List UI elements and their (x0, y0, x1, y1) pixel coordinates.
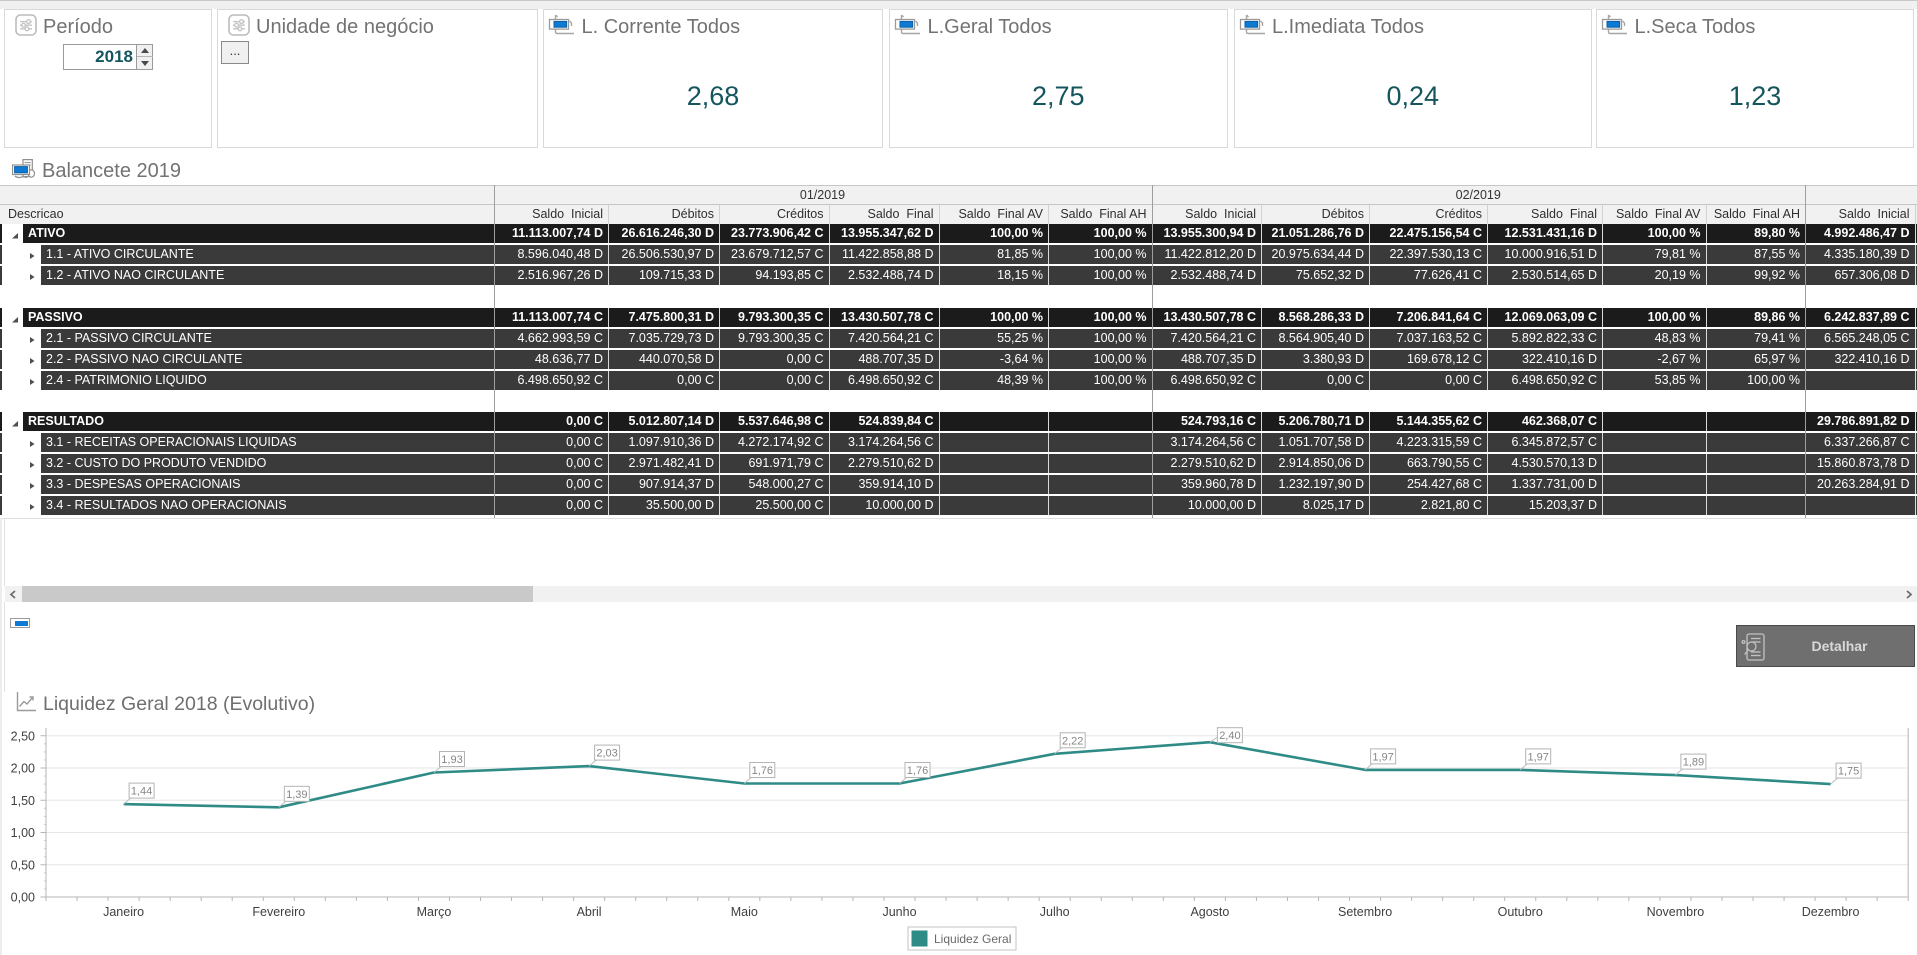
svg-text:0,00: 0,00 (11, 891, 35, 905)
svg-text:1,76: 1,76 (907, 765, 928, 777)
svg-text:1,97: 1,97 (1527, 751, 1548, 763)
svg-text:Janeiro: Janeiro (103, 905, 144, 919)
svg-text:1,39: 1,39 (286, 789, 307, 801)
svg-text:1,44: 1,44 (131, 786, 152, 798)
svg-text:2,00: 2,00 (11, 762, 35, 776)
svg-text:Março: Março (417, 905, 452, 919)
svg-text:Julho: Julho (1040, 905, 1070, 919)
svg-text:2,22: 2,22 (1062, 735, 1083, 747)
svg-text:Dezembro: Dezembro (1802, 905, 1860, 919)
svg-text:2,03: 2,03 (596, 748, 617, 760)
svg-text:1,75: 1,75 (1838, 766, 1859, 778)
svg-text:Agosto: Agosto (1190, 905, 1229, 919)
svg-text:Setembro: Setembro (1338, 905, 1392, 919)
svg-text:1,50: 1,50 (11, 794, 35, 808)
svg-text:1,93: 1,93 (441, 754, 462, 766)
svg-text:Fevereiro: Fevereiro (252, 905, 305, 919)
svg-text:Novembro: Novembro (1647, 905, 1705, 919)
svg-text:Abril: Abril (577, 905, 602, 919)
svg-text:1,89: 1,89 (1683, 757, 1704, 769)
svg-text:2,50: 2,50 (11, 729, 35, 743)
svg-text:2,40: 2,40 (1219, 730, 1240, 742)
svg-text:0,50: 0,50 (11, 858, 35, 872)
svg-text:Liquidez Geral: Liquidez Geral (934, 932, 1011, 946)
svg-text:Outubro: Outubro (1498, 905, 1543, 919)
svg-text:1,97: 1,97 (1372, 751, 1393, 763)
svg-text:Junho: Junho (882, 905, 916, 919)
svg-text:1,00: 1,00 (11, 826, 35, 840)
svg-text:1,76: 1,76 (752, 765, 773, 777)
svg-text:Maio: Maio (731, 905, 758, 919)
